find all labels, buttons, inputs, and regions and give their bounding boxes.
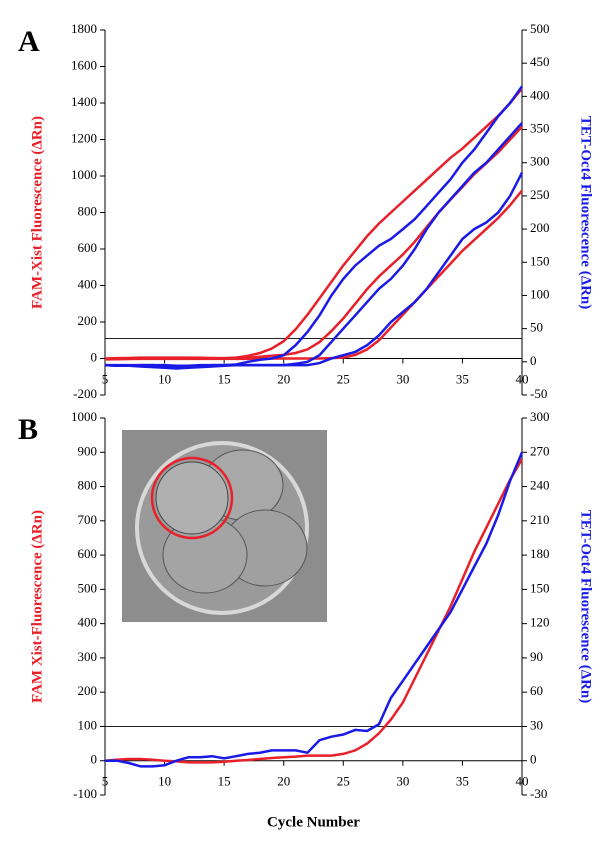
series-line: [104, 87, 523, 360]
x-tick-label: 35: [456, 774, 469, 789]
y-tick-label: 0: [91, 752, 98, 767]
y-tick-label: 1000: [71, 167, 97, 182]
y-tick-label: 300: [78, 649, 98, 664]
x-tick-label: 25: [337, 371, 350, 386]
x-tick-label: 5: [102, 371, 109, 386]
y2-tick-label: 200: [530, 220, 550, 235]
x-tick-label: 10: [158, 774, 171, 789]
y2-tick-label: 210: [530, 512, 550, 527]
y-axis-title: FAM Xist-Fluorescence (ΔRn): [29, 510, 45, 703]
y-tick-label: 600: [78, 240, 98, 255]
y2-tick-label: 150: [530, 253, 550, 268]
y-tick-label: -100: [73, 786, 97, 801]
y-tick-label: 1000: [71, 409, 97, 424]
charts: -200020040060080010001200140016001800-50…: [18, 21, 594, 830]
y-tick-label: 200: [78, 683, 98, 698]
series-line: [104, 172, 524, 370]
y2-tick-label: 350: [530, 121, 550, 136]
y2-tick-label: 270: [530, 443, 550, 458]
embryo-image: [122, 430, 327, 622]
y2-tick-label: 0: [530, 353, 537, 368]
x-tick-label: 20: [277, 774, 290, 789]
y-tick-label: 1600: [71, 57, 97, 72]
x-tick-label: 40: [516, 774, 529, 789]
y2-axis-title: TET-Oct4 Fluorescence (ΔRn): [578, 510, 594, 704]
x-tick-label: 15: [218, 774, 231, 789]
y-tick-label: 400: [78, 276, 98, 291]
x-tick-label: 25: [337, 774, 350, 789]
panel-label: B: [18, 413, 38, 446]
x-tick-label: 15: [218, 371, 231, 386]
y-tick-label: 900: [78, 443, 98, 458]
y2-tick-label: 50: [530, 320, 543, 335]
y2-tick-label: -30: [530, 786, 547, 801]
y-tick-label: -200: [73, 386, 97, 401]
y2-tick-label: 30: [530, 717, 543, 732]
y2-tick-label: 120: [530, 615, 550, 630]
y2-tick-label: 450: [530, 54, 550, 69]
x-tick-label: 30: [396, 774, 409, 789]
y2-tick-label: 250: [530, 187, 550, 202]
x-tick-label: 5: [102, 774, 109, 789]
y2-tick-label: 150: [530, 580, 550, 595]
y-tick-label: 1400: [71, 94, 97, 109]
y2-tick-label: 180: [530, 546, 550, 561]
highlight-circle: [150, 456, 234, 540]
y2-tick-label: 400: [530, 87, 550, 102]
x-tick-label: 30: [396, 371, 409, 386]
y-tick-label: 800: [78, 203, 98, 218]
y-tick-label: 400: [78, 615, 98, 630]
x-tick-label: 10: [158, 371, 171, 386]
series-line: [105, 451, 524, 768]
series-line: [104, 85, 524, 368]
y-tick-label: 600: [78, 546, 98, 561]
y-tick-label: 1800: [71, 21, 97, 36]
y2-tick-label: 100: [530, 286, 550, 301]
y2-tick-label: 300: [530, 154, 550, 169]
y2-tick-label: 500: [530, 21, 550, 36]
y2-axis-title: TET-Oct4 Fluorescence (ΔRn): [578, 116, 594, 310]
y-tick-label: 700: [78, 512, 98, 527]
x-tick-label: 40: [516, 371, 529, 386]
y-tick-label: 0: [91, 349, 98, 364]
y-tick-label: 200: [78, 313, 98, 328]
y2-tick-label: 240: [530, 478, 550, 493]
y2-tick-label: 60: [530, 683, 543, 698]
y-tick-label: 1200: [71, 130, 97, 145]
x-tick-label: 35: [456, 371, 469, 386]
y2-tick-label: 0: [530, 752, 537, 767]
x-tick-label: 20: [277, 371, 290, 386]
y-tick-label: 500: [78, 580, 98, 595]
series-line: [105, 189, 523, 361]
y2-tick-label: -50: [530, 386, 547, 401]
cell: [155, 461, 229, 535]
y2-tick-label: 90: [530, 649, 543, 664]
y-tick-label: 800: [78, 478, 98, 493]
y-tick-label: 100: [78, 717, 98, 732]
panel-label: A: [18, 25, 40, 58]
y-axis-title: FAM-Xist Fluorescence (ΔRn): [29, 116, 45, 309]
y2-tick-label: 300: [530, 409, 550, 424]
x-axis-title: Cycle Number: [267, 814, 360, 830]
series-line: [105, 122, 523, 368]
